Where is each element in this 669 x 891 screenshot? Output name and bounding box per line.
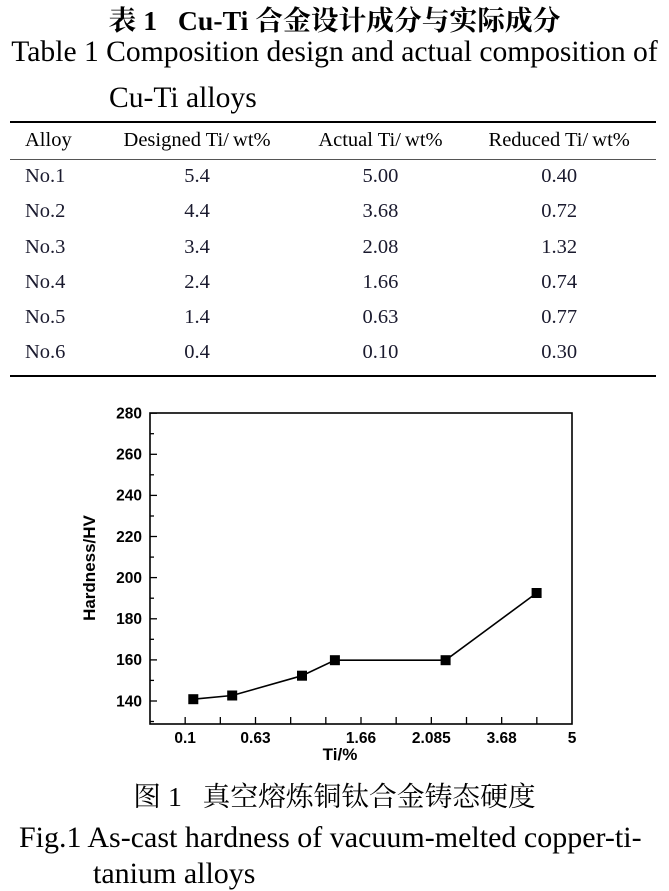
svg-text:5: 5	[568, 730, 577, 747]
svg-text:240: 240	[116, 488, 142, 505]
svg-text:200: 200	[116, 570, 142, 587]
svg-text:180: 180	[116, 611, 142, 628]
svg-text:3.68: 3.68	[487, 730, 518, 747]
svg-text:160: 160	[116, 652, 142, 669]
svg-text:Hardness/HV: Hardness/HV	[80, 514, 99, 620]
svg-text:0.1: 0.1	[174, 730, 196, 747]
svg-text:2.085: 2.085	[412, 730, 451, 747]
svg-text:140: 140	[116, 693, 142, 710]
svg-text:Ti/%: Ti/%	[323, 745, 358, 764]
svg-text:280: 280	[116, 406, 142, 423]
svg-text:260: 260	[116, 447, 142, 464]
svg-text:0.63: 0.63	[240, 730, 271, 747]
svg-text:220: 220	[116, 529, 142, 546]
